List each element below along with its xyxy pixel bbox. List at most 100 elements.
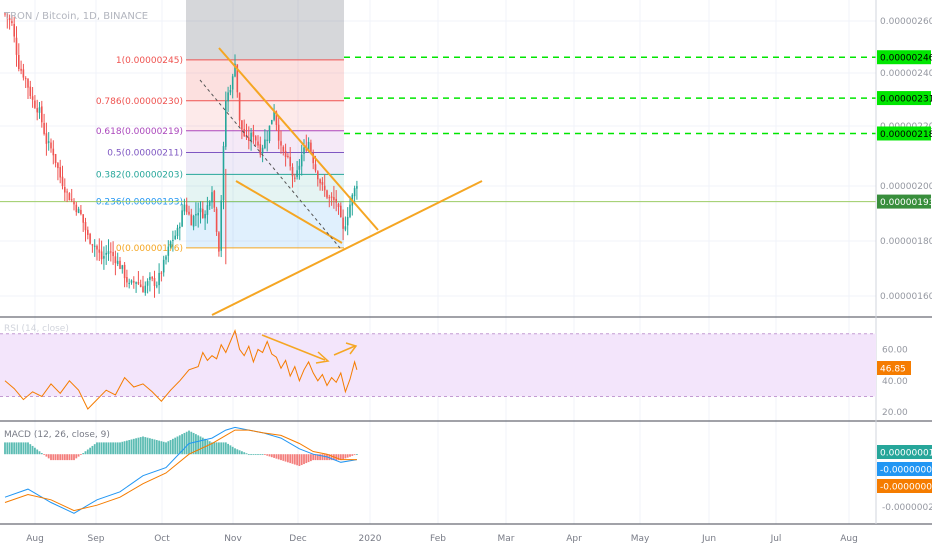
candle-body-67 [158,272,160,286]
macd-hist-bar-145 [337,454,340,461]
candle-body-129 [300,154,303,167]
candle-body-48 [114,256,117,264]
candle-body-133 [310,142,312,153]
candle-body-20 [50,142,52,149]
macd-hist-bar-56 [132,438,135,455]
fib-level-label-5: 0.236(0.00000193) [96,198,183,208]
macd-hist-bar-76 [178,435,181,455]
macd-hist-bar-110 [257,454,259,456]
macd-hist-bar-58 [137,437,140,455]
candle-body-28 [68,193,71,201]
candle-body-109 [254,136,257,141]
candle-body-127 [296,170,298,177]
candle-body-50 [119,260,121,269]
candle-body-108 [252,131,255,137]
target-badge-1 [877,91,931,106]
candle-body-134 [312,152,314,164]
candle-body-84 [197,212,199,216]
candle-body-139 [323,185,326,191]
macd-hist-bar-95 [222,442,225,455]
candle-body-144 [335,198,337,203]
candle-body-15 [38,107,41,113]
candle-body-96 [225,101,227,147]
macd-line[interactable] [4,426,357,514]
macd-hist-bar-103 [241,451,243,455]
candle-body-82 [192,215,195,227]
candle-body-152 [353,188,356,197]
candle-body-61 [144,285,147,293]
rsi-divergence-arrow[interactable] [261,334,326,361]
candle-body-4 [13,23,15,37]
macd-hist-bar-47 [112,442,114,455]
macd-hist-bar-44 [105,442,108,455]
time-axis-tick-10: Jun [701,534,716,544]
macd-hist-bar-139 [323,454,326,461]
candle-body-55 [130,280,133,283]
macd-hist-bar-60 [142,436,144,455]
macd-hist-bar-78 [183,432,186,455]
macd-hist-bar-92 [215,442,218,455]
macd-hist-bar-55 [130,439,133,455]
rsi-axis-tick-2: 20.00 [882,408,908,418]
macd-hist-bar-85 [199,436,202,455]
macd-hist-bar-90 [211,442,213,455]
candle-body-59 [139,284,142,287]
candle-body-118 [275,111,278,125]
macd-hist-bar-135 [314,454,317,461]
candle-body-130 [303,147,305,155]
candle-body-66 [156,285,158,287]
macd-hist-bar-49 [116,442,119,455]
candle-body-11 [29,86,32,97]
candle-body-70 [165,256,167,260]
wedge-upper-line[interactable] [218,47,379,231]
rsi-line[interactable] [4,329,358,410]
candle-body-74 [174,235,176,239]
candle-body-19 [47,141,50,143]
wedge-lower-line[interactable] [235,180,343,244]
candle-body-69 [162,259,165,273]
rsi-axis-tick-0: 60.00 [882,345,908,355]
candle-body-54 [128,282,130,284]
fib-level-label-1: 0.786(0.00000230) [96,97,183,107]
candle-body-51 [121,265,124,269]
candle-body-13 [34,100,36,108]
candle-body-135 [314,164,317,171]
fib-diagonal-line [199,79,341,249]
macd-hist-bar-120 [280,454,282,461]
rsi-breakout-arrowhead [345,342,358,355]
macd-hist-bar-74 [174,437,177,455]
candle-body-138 [321,182,324,185]
target-badge-0 [877,50,931,65]
macd-hist-bar-119 [277,454,280,460]
macd-hist-bar-69 [162,441,165,455]
rsi-breakout-arrow[interactable] [333,345,356,356]
macd-hist-bar-72 [169,440,172,455]
macd-hist-bar-20 [50,454,52,461]
target-badge-label-1: 0.00000231 [880,95,932,105]
candle-body-119 [277,124,280,141]
macd-hist-bar-73 [172,438,174,455]
macd-line-badge-label: -0.00000004 [880,466,932,476]
candle-body-73 [172,239,174,241]
candle-body-125 [291,167,294,177]
candle-body-116 [271,120,273,125]
macd-hist-bar-24 [59,454,62,461]
macd-hist-bar-6 [17,442,20,455]
candle-body-102 [238,92,241,121]
candle-body-29 [70,199,73,201]
ascending-trendline[interactable] [211,180,483,316]
candle-body-33 [80,209,82,215]
candle-body-58 [137,282,140,284]
rsi-divergence-arrowhead [315,351,330,364]
macd-signal-line[interactable] [4,429,357,512]
macd-hist-bar-71 [167,441,170,455]
macd-hist-bar-83 [195,434,197,455]
candle-body-103 [241,120,243,130]
macd-hist-bar-48 [114,442,117,455]
macd-hist-bar-70 [165,442,167,455]
macd-hist-bar-67 [158,440,160,455]
macd-hist-bar-45 [107,442,110,455]
macd-hist-bar-51 [121,441,124,455]
